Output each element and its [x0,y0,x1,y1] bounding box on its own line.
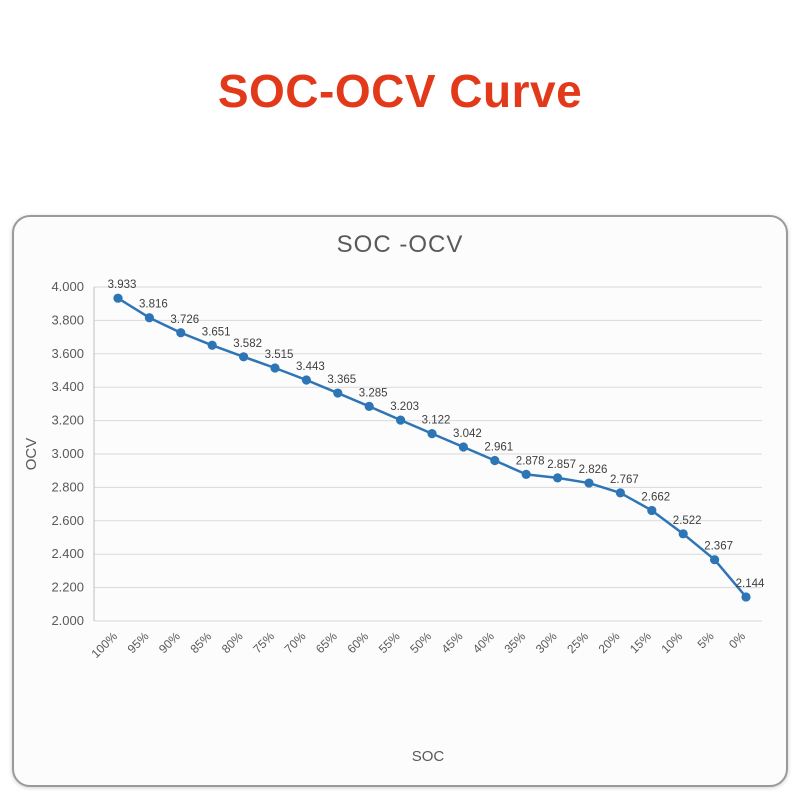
data-point-label: 3.285 [359,387,388,399]
data-point-marker [239,352,249,362]
data-point-marker [615,488,626,498]
data-point-marker [521,469,531,479]
y-tick-label: 3.800 [51,312,84,327]
data-point-label: 3.042 [453,428,482,440]
data-point-marker [301,375,311,385]
x-tick-label: 35% [501,629,528,656]
data-point-marker [113,293,123,303]
y-tick-label: 3.200 [51,413,84,428]
x-axis-title: SOC [412,748,445,765]
data-point-marker [427,429,437,439]
y-tick-label: 3.400 [51,379,84,394]
data-point-label: 3.365 [327,374,356,386]
data-point-marker [647,505,657,516]
data-point-label: 3.816 [139,299,168,311]
x-tick-label: 50% [407,629,434,656]
data-point-marker [333,388,343,398]
chart-card: SOC -OCV 4.000 3.800 3.600 3.400 3.200 3.000 2… [12,215,788,787]
x-tick-label: 100% [89,629,121,661]
data-point-label: 2.522 [673,515,702,527]
y-tick-label: 2.000 [51,613,84,628]
x-tick-label: 15% [627,629,654,656]
y-axis-title: OCV [23,438,40,471]
data-point-marker [678,529,688,539]
data-point-label: 2.857 [547,459,576,471]
x-tick-label: 20% [596,629,623,656]
data-point-marker [741,592,751,602]
x-tick-label: 75% [250,629,277,656]
page-title: SOC-OCV Curve [217,65,583,117]
data-point-marker [207,340,217,350]
x-tick-label: 0% [726,629,748,651]
data-point-marker [553,473,563,483]
data-point-label: 3.515 [265,349,294,361]
x-tick-label: 80% [219,629,246,656]
x-tick-label: 95% [125,629,152,656]
data-point-marker [710,555,720,565]
x-tick-label: 5% [695,629,717,651]
y-tick-label: 4.000 [51,279,84,294]
y-tick-label: 2.200 [51,580,84,595]
data-point-marker [490,455,500,466]
x-tick-label: 45% [439,629,466,656]
data-point-marker [144,313,154,323]
data-point-label: 2.367 [704,541,733,553]
x-tick-label: 40% [470,629,497,656]
data-point-marker [364,401,374,412]
data-point-label: 2.662 [641,491,670,503]
x-tick-label: 65% [313,629,340,656]
x-tick-label: 85% [187,629,214,656]
data-point-marker [584,478,594,488]
soc-ocv-line-chart: 4.000 3.800 3.600 3.400 3.200 3.000 2.800 2.600… [23,279,765,765]
data-point-label: 3.582 [233,338,262,350]
data-point-marker [270,363,280,373]
x-tick-label: 90% [156,629,183,656]
data-point-label: 2.826 [579,464,608,476]
data-point-marker [458,442,468,452]
x-tick-label: 10% [658,629,685,656]
x-tick-label: 55% [376,629,403,656]
x-tick-label: 70% [282,629,309,656]
data-point-label: 3.203 [390,401,419,413]
data-point-label: 3.726 [170,314,199,326]
x-tick-label: 60% [344,629,371,656]
x-tick-label: 25% [564,629,591,656]
chart-title: SOC -OCV [336,231,464,258]
data-point-marker [396,415,406,425]
y-tick-label: 2.600 [51,513,84,528]
data-point-label: 3.443 [296,361,325,373]
data-point-label: 3.651 [202,326,231,338]
y-tick-label: 3.600 [51,346,84,361]
data-point-marker [176,328,186,338]
data-point-label: 3.122 [422,415,451,427]
data-point-label: 2.878 [516,455,545,467]
y-tick-label: 3.000 [51,446,84,461]
data-point-label: 2.961 [484,442,513,454]
data-point-label: 3.933 [108,279,137,291]
x-tick-label: 30% [533,629,560,656]
data-point-label: 2.144 [736,578,765,590]
y-tick-label: 2.800 [51,479,84,494]
data-point-label: 2.767 [610,474,639,486]
y-tick-label: 2.400 [51,546,84,561]
